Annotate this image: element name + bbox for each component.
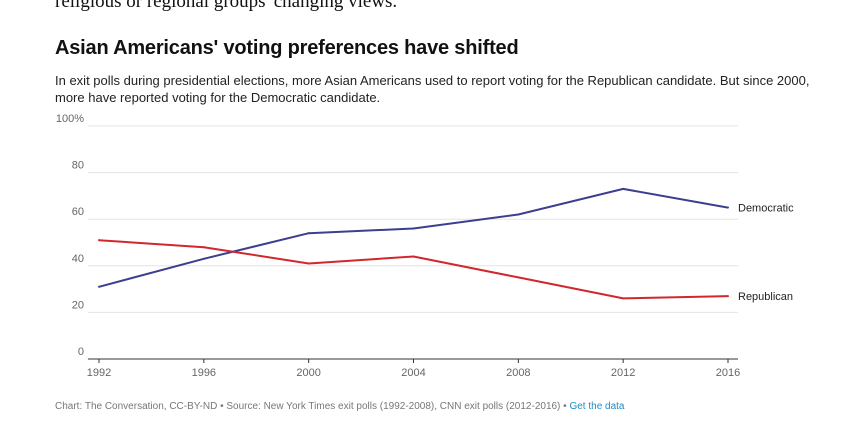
chart-title: Asian Americans' voting preferences have… — [55, 37, 519, 59]
data-point-republican — [517, 276, 520, 279]
chart-description: In exit polls during presidential electi… — [55, 73, 810, 105]
axes — [88, 358, 738, 363]
x-tick-label: 2012 — [611, 367, 635, 379]
series-label-democratic: Democratic — [738, 203, 794, 215]
data-point-republican — [412, 255, 415, 258]
data-point-democratic — [98, 285, 100, 288]
series-lines — [98, 187, 729, 300]
data-point-republican — [202, 246, 205, 249]
data-point-democratic — [307, 232, 310, 235]
data-point-democratic — [202, 257, 205, 260]
x-tick-label: 1996 — [192, 367, 216, 379]
data-point-republican — [622, 297, 625, 300]
y-tick-label: 40 — [72, 253, 84, 265]
series-label-republican: Republican — [738, 291, 793, 303]
series-line-republican — [98, 239, 729, 300]
data-point-republican — [307, 262, 310, 265]
grid-lines — [88, 125, 738, 313]
x-tick-label: 2004 — [401, 367, 425, 379]
data-point-democratic — [622, 187, 625, 190]
get-the-data-link[interactable]: Get the data — [569, 401, 625, 412]
data-point-republican — [98, 239, 100, 242]
x-tick-label: 2016 — [716, 367, 740, 379]
y-tick-label: 80 — [72, 160, 84, 172]
data-point-republican — [727, 295, 729, 298]
x-tick-label: 1992 — [87, 367, 111, 379]
source-credit: Chart: The Conversation, CC-BY-ND • Sour… — [55, 401, 567, 412]
series-line-democratic — [98, 187, 729, 288]
y-tick-label: 100% — [56, 113, 84, 125]
data-point-democratic — [727, 206, 729, 209]
y-tick-label: 20 — [72, 299, 84, 311]
article-text-tail: religious or regional groups' changing v… — [55, 0, 398, 12]
y-tick-label: 60 — [72, 206, 84, 218]
chart-footer: Chart: The Conversation, CC-BY-ND • Sour… — [55, 401, 625, 412]
labels: 0 20 40 60 80 100% 1992 1996 2000 2004 2008 2012 201… — [56, 113, 794, 379]
x-tick-label: 2008 — [506, 367, 530, 379]
data-point-democratic — [412, 227, 415, 230]
y-tick-label: 0 — [78, 346, 84, 358]
x-tick-label: 2000 — [296, 367, 320, 379]
data-point-democratic — [517, 213, 520, 216]
